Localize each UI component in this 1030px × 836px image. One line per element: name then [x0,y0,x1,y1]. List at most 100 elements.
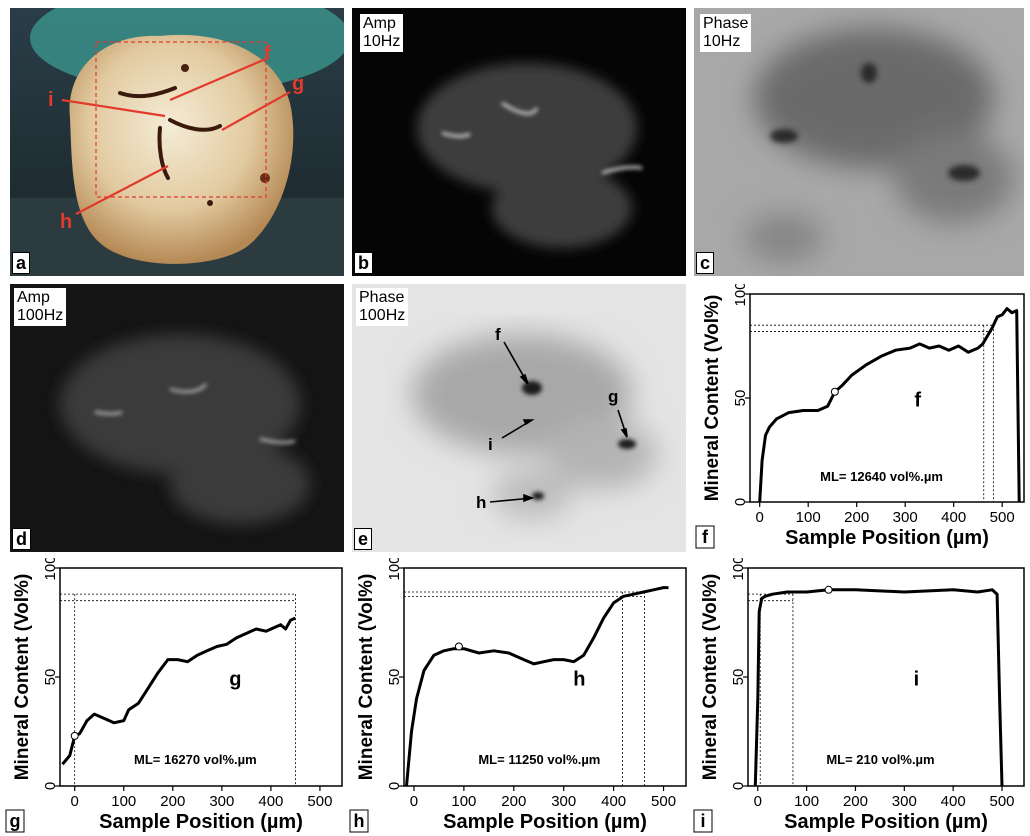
panel-d-amp-100hz: Amp 100Hz d [10,284,344,552]
phase-10hz-image [694,8,1024,276]
panel-c-phase-10hz: Phase 10Hz c [694,8,1024,276]
curve-label: i [914,669,920,691]
x-tick-label: 300 [892,793,917,810]
annotation-f: f [264,43,271,65]
x-tick-label: 300 [551,793,576,810]
label-amp-100hz: Amp 100Hz [14,288,67,326]
x-tick-label: 500 [651,793,676,810]
mineral-profile-chart-g: 0 100 200 300 400 500 0 50 100 g ML= 16270 vol%.µm… [5,558,343,833]
y-axis-label: Mineral Content (Vol%) [700,574,721,781]
panel-letter-box [695,525,715,549]
mineral-profile-chart-f: 0 100 200 300 400 500 0 50 100 f ML= 12640 vol%.µm… [695,284,1025,549]
x-tick-label: 400 [601,793,626,810]
label-amp-10hz: Amp 10Hz [360,14,404,52]
y-tick-label: 100 [42,558,59,581]
panel-letter-a: a [12,252,31,274]
data-marker [70,731,79,740]
x-tick-label: 0 [71,793,79,810]
x-tick-label: 300 [209,793,234,810]
y-tick-label: 50 [730,669,747,686]
panel-letter-box [693,809,713,833]
ml-annotation: ML= 11250 vol%.µm [478,752,600,767]
label-line2: 10Hz [703,33,741,50]
label-line1: Phase [359,289,405,306]
ml-annotation: ML= 16270 vol%.µm [134,752,257,767]
x-tick-label: 100 [451,793,476,810]
label-line1: Amp [17,289,50,306]
annotation-f: f [495,325,501,344]
label-line2: 100Hz [359,307,406,324]
x-axis-label: Sample Position (µm) [99,811,303,833]
x-tick-label: 200 [160,793,185,810]
label-phase-100hz: Phase 100Hz [356,288,409,326]
panel-letter-e: e [354,528,373,550]
x-tick-label: 200 [501,793,526,810]
panel-g-chart: 0 100 200 300 400 500 0 50 100 g ML= 16270 vol%.µm… [4,558,348,836]
ml-annotation: ML= 210 vol%.µm [826,752,934,767]
panel-h-chart: 0 100 200 300 400 500 0 50 100 h ML= 11250 vol%.µm… [348,558,692,836]
y-tick-label: 100 [732,284,749,307]
annotation-h: h [476,493,486,512]
x-tick-label: 500 [990,793,1015,810]
y-tick-label: 50 [386,669,403,686]
ml-annotation: ML= 12640 vol%.µm [820,469,943,484]
annotation-i: i [48,89,54,111]
x-tick-label: 300 [893,509,918,526]
x-axis-label: Sample Position (µm) [784,811,988,833]
y-tick-label: 0 [386,782,403,790]
panel-letter-h: h [354,811,365,831]
panel-b-amp-10hz: Amp 10Hz b [352,8,686,276]
curve-label: g [229,669,241,691]
tooth-photo-image: f i g h [10,8,344,276]
x-tick-label: 0 [754,793,762,810]
y-tick-label: 50 [42,669,59,686]
y-tick-label: 0 [42,782,59,790]
x-tick-label: 0 [410,793,418,810]
data-marker [824,585,833,594]
x-tick-label: 400 [941,509,966,526]
y-tick-label: 0 [730,782,747,790]
amp-10hz-image [352,8,686,276]
panel-letter-f: f [702,527,709,547]
panel-e-phase-100hz: f g i h Phase 100Hz e [352,284,686,552]
panel-f-chart: 0 100 200 300 400 500 0 50 100 f ML= 12640 vol%.µm… [694,284,1030,552]
annotation-i: i [488,435,493,454]
panel-letter-g: g [10,811,21,831]
panel-a-tooth-photo: f i g h a [10,8,344,276]
profile-line [758,307,1021,503]
panel-letter-box [5,809,25,833]
x-tick-label: 200 [843,793,868,810]
mineral-profile-chart-h: 0 100 200 300 400 500 0 50 100 h ML= 11250 vol%.µm… [349,558,687,833]
phase-100hz-image: f g i h [352,284,686,552]
y-tick-label: 50 [732,390,749,407]
mineral-profile-chart-i: 0 100 200 300 400 500 0 50 100 i ML= 210 vol%.µm Sa… [693,558,1025,833]
label-line1: Amp [363,15,396,32]
y-tick-label: 100 [386,558,403,581]
x-tick-label: 100 [794,793,819,810]
data-marker [830,387,839,396]
y-tick-label: 100 [730,558,747,581]
y-axis-label: Mineral Content (Vol%) [702,295,723,502]
amp-100hz-image [10,284,344,552]
x-tick-label: 100 [111,793,136,810]
panel-letter-box [349,809,369,833]
x-tick-label: 200 [844,509,869,526]
x-tick-label: 100 [796,509,821,526]
curve-label: f [914,389,921,411]
profile-line [405,586,669,787]
y-axis-label: Mineral Content (Vol%) [356,574,377,781]
label-phase-10hz: Phase 10Hz [700,14,752,52]
label-line2: 10Hz [363,33,401,50]
annotation-h: h [60,211,72,233]
x-tick-label: 0 [756,509,764,526]
label-line1: Phase [703,15,749,32]
annotation-g: g [292,73,304,95]
x-tick-label: 400 [258,793,283,810]
label-line2: 100Hz [17,307,64,324]
y-axis-label: Mineral Content (Vol%) [12,574,33,781]
data-marker [454,642,463,651]
x-axis-label: Sample Position (µm) [785,527,989,549]
panel-letter-d: d [12,528,31,550]
panel-i-chart: 0 100 200 300 400 500 0 50 100 i ML= 210 vol%.µm Sa… [692,558,1030,836]
panel-letter-i: i [700,811,705,831]
